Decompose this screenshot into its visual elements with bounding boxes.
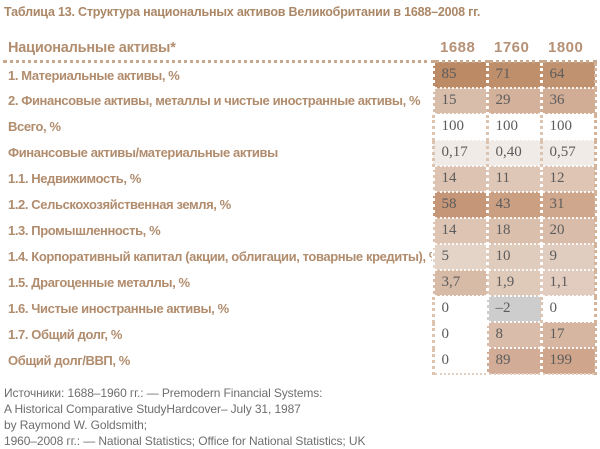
value-cell: 43 — [485, 190, 541, 218]
value-cell: 1,9 — [485, 268, 541, 296]
value-cell: 0 — [539, 294, 597, 322]
value-cell: 36 — [539, 86, 597, 114]
source-line: 1960–2008 гг.: — National Statistics; Of… — [4, 433, 366, 448]
column-header-year-1800: 1800 — [541, 32, 595, 63]
row-label: 1.2. Сельскохозяйственная земля, % — [3, 191, 433, 218]
row-label: 2. Финансовые активы, металлы и чистые и… — [3, 87, 433, 114]
table-row: 1.7. Общий долг, % 0 8 17 — [3, 320, 597, 348]
value-cell: 64 — [539, 60, 597, 88]
value-cell: 0 — [431, 294, 487, 322]
value-cell: 29 — [485, 86, 541, 114]
table-row: 1. Материальные активы, % 85 71 64 — [3, 60, 597, 88]
table-row: 1.5. Драгоценные металлы, % 3,7 1,9 1,1 — [3, 268, 597, 296]
table-row: Финансовые активы/материальные активы 0,1… — [3, 138, 597, 166]
value-cell: 18 — [485, 216, 541, 244]
source-line: by Raymond W. Goldsmith; — [4, 417, 147, 432]
national-assets-table: Национальные активы* 1688 1760 1800 1. М… — [3, 32, 597, 375]
row-label: 1.6. Чистые иностранные активы, % — [3, 295, 433, 322]
value-cell: 0 — [431, 346, 487, 375]
table-title: Таблица 13. Структура национальных актив… — [4, 5, 481, 19]
table-row: Общий долг/ВВП, % 0 89 199 — [3, 346, 597, 375]
row-label: 1.4. Корпоративный капитал (акции, облиг… — [3, 243, 433, 270]
row-label: 1.3. Промышленность, % — [3, 217, 433, 244]
table-row: 2. Финансовые активы, металлы и чистые и… — [3, 86, 597, 114]
table-row: 1.2. Сельскохозяйственная земля, % 58 43 31 — [3, 190, 597, 218]
table-row: 1.6. Чистые иностранные активы, % 0 –2 0 — [3, 294, 597, 322]
table-row: 1.3. Промышленность, % 14 18 20 — [3, 216, 597, 244]
value-cell: 14 — [431, 216, 487, 244]
value-cell: 0,40 — [485, 138, 541, 166]
value-cell: 100 — [539, 112, 597, 140]
table-body: 1. Материальные активы, % 85 71 64 2. Финанс… — [3, 60, 597, 375]
value-cell: 5 — [431, 242, 487, 270]
row-label: 1.7. Общий долг, % — [3, 321, 433, 348]
table-row: 1.4. Корпоративный капитал (акции, облиг… — [3, 242, 597, 270]
row-label: Всего, % — [3, 113, 433, 140]
value-cell: 100 — [431, 112, 487, 140]
row-label: Финансовые активы/материальные активы — [3, 139, 433, 166]
value-cell: 1,1 — [539, 268, 597, 296]
value-cell: 9 — [539, 242, 597, 270]
value-cell: 58 — [431, 190, 487, 218]
value-cell: 10 — [485, 242, 541, 270]
table-row: 1.1. Недвижимость, % 14 11 12 — [3, 164, 597, 192]
source-line: Источники: 1688–1960 гг.: — Premodern Fi… — [4, 385, 323, 400]
value-cell: 12 — [539, 164, 597, 192]
sources-block: Источники: 1688–1960 гг.: — Premodern Fi… — [4, 385, 600, 449]
value-cell: 100 — [485, 112, 541, 140]
value-cell: 3,7 — [431, 268, 487, 296]
table-header-row: Национальные активы* 1688 1760 1800 — [3, 32, 595, 63]
value-cell: 11 — [485, 164, 541, 192]
value-cell: 199 — [539, 346, 597, 375]
row-label: 1. Материальные активы, % — [3, 61, 433, 88]
row-label: Общий долг/ВВП, % — [3, 347, 433, 374]
row-label: 1.5. Драгоценные металлы, % — [3, 269, 433, 296]
value-cell: 85 — [431, 60, 487, 88]
value-cell: 20 — [539, 216, 597, 244]
value-cell: 0,17 — [431, 138, 487, 166]
value-cell: 31 — [539, 190, 597, 218]
column-header-assets: Национальные активы* — [3, 32, 433, 63]
value-cell: 8 — [485, 320, 541, 348]
source-line: A Historical Comparative StudyHardcover–… — [4, 401, 301, 416]
value-cell: –2 — [485, 294, 541, 322]
table-row: Всего, % 100 100 100 — [3, 112, 597, 140]
value-cell: 14 — [431, 164, 487, 192]
column-header-year-1760: 1760 — [487, 32, 541, 63]
value-cell: 15 — [431, 86, 487, 114]
row-label: 1.1. Недвижимость, % — [3, 165, 433, 192]
value-cell: 89 — [485, 346, 541, 375]
value-cell: 17 — [539, 320, 597, 348]
value-cell: 71 — [485, 60, 541, 88]
value-cell: 0,57 — [539, 138, 597, 166]
value-cell: 0 — [431, 320, 487, 348]
column-header-year-1688: 1688 — [433, 32, 487, 63]
